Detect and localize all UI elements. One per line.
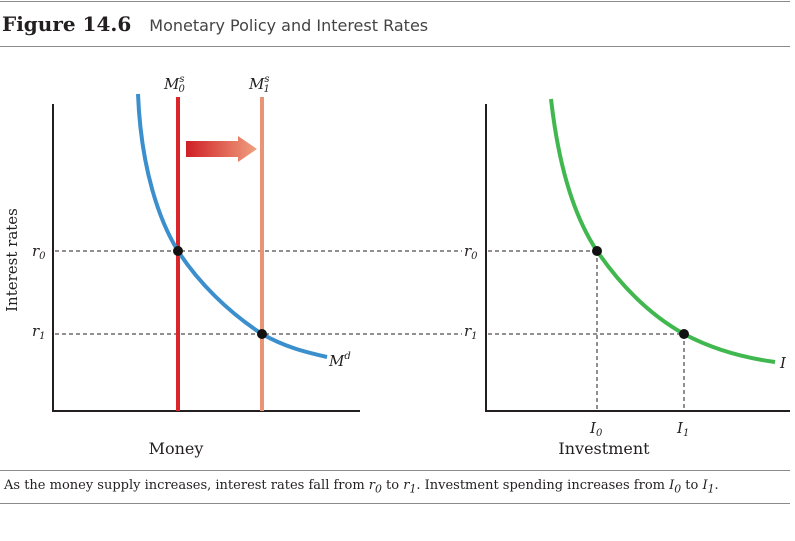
- caption-text-1: As the money supply increases, interest …: [4, 478, 369, 493]
- equilibrium-point-1: [257, 329, 267, 339]
- money-demand-curve: [136, 93, 328, 359]
- bottom-rule: [0, 503, 790, 504]
- caption-r1: r1: [403, 478, 417, 496]
- investment-curve: [549, 98, 776, 364]
- figure-title: Monetary Policy and Interest Rates: [149, 16, 429, 35]
- investment-label-0: I0: [589, 419, 603, 439]
- caption-text-4: to: [681, 478, 703, 493]
- right-x-axis-label: Investment: [558, 439, 650, 458]
- right-r1-label: r1: [464, 322, 478, 342]
- money-supply-label-0: Ms 0: [163, 74, 186, 95]
- investment-point-1: [679, 329, 689, 339]
- left-panel: Interest rates r0 r1 Ms 0 Ms 1 Md Money: [3, 74, 462, 458]
- equilibrium-point-0: [173, 246, 183, 256]
- figure-header: Figure 14.6 Monetary Policy and Interest…: [2, 12, 428, 40]
- right-panel: r0 r1 I0 I1 I Investment: [464, 98, 790, 458]
- investment-point-0: [592, 246, 602, 256]
- header-rule: [0, 46, 790, 47]
- caption-top-rule: [0, 470, 790, 471]
- y-axis-label: Interest rates: [3, 208, 21, 312]
- top-rule: [0, 1, 790, 2]
- left-r0-label: r0: [32, 242, 46, 262]
- caption-r0: r0: [368, 478, 382, 496]
- money-supply-label-1: Ms 1: [248, 74, 270, 95]
- left-x-axis-label: Money: [149, 439, 204, 458]
- investment-curve-label: I: [779, 354, 787, 372]
- figure-number: Figure 14.6: [2, 12, 132, 36]
- supply-shift-arrow: [186, 136, 257, 162]
- caption-i1: I1: [702, 478, 715, 496]
- left-r1-label: r1: [32, 322, 46, 342]
- money-demand-label: Md: [328, 351, 351, 370]
- caption-text-3: . Investment spending increases from: [416, 478, 670, 493]
- figure-caption: As the money supply increases, interest …: [4, 478, 790, 496]
- caption-text-5: .: [714, 478, 719, 493]
- caption-text-2: to: [381, 478, 404, 493]
- right-r0-label: r0: [464, 242, 478, 262]
- monetary-policy-diagram: Interest rates r0 r1 Ms 0 Ms 1 Md Money r0…: [3, 74, 790, 458]
- investment-label-1: I1: [676, 419, 689, 439]
- caption-i0: I0: [669, 478, 682, 496]
